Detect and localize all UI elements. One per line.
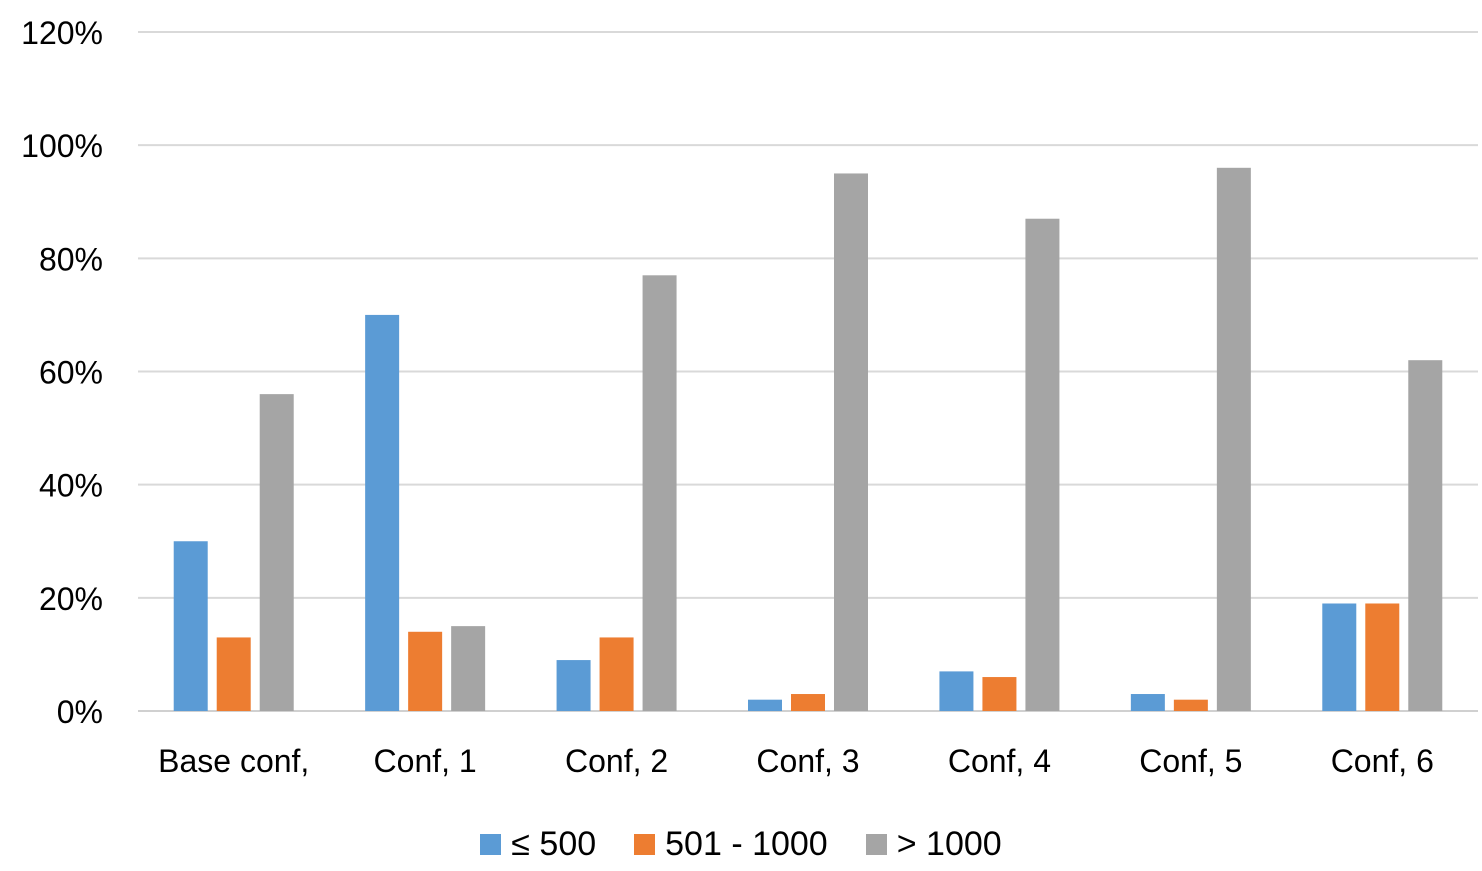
bar: [1130, 694, 1165, 711]
x-tick-label: Conf, 1: [374, 743, 477, 779]
bar: [259, 394, 294, 711]
legend-item-gt-1000: > 1000: [865, 824, 1002, 864]
bar: [642, 275, 677, 711]
bar: [173, 541, 208, 711]
legend: ≤ 500 501 - 1000 > 1000: [0, 822, 1482, 866]
chart-plot: 0% 20% 40% 60% 80% 100% 120% Base conf, Conf, 1 C…: [21, 15, 1478, 779]
y-tick-label: 20%: [39, 581, 103, 617]
y-tick-label: 80%: [39, 241, 103, 277]
x-tick-label: Conf, 5: [1139, 743, 1242, 779]
bar: [1025, 218, 1060, 711]
bar: [834, 173, 868, 712]
x-tick-label: Base conf,: [158, 743, 309, 779]
y-tick-label: 120%: [21, 15, 103, 51]
y-tick-label: 60%: [39, 355, 103, 391]
legend-swatch-le-500: [480, 833, 502, 855]
y-tick-label: 40%: [39, 468, 103, 504]
bar: [982, 677, 1017, 711]
bar: [748, 699, 782, 711]
x-tick-label: Conf, 4: [948, 743, 1051, 779]
x-tick-label: Conf, 3: [756, 743, 859, 779]
legend-swatch-501-1000: [634, 833, 656, 855]
y-tick-label: 0%: [57, 694, 103, 730]
bar: [1173, 699, 1208, 711]
bar: [408, 631, 443, 711]
legend-item-501-1000: 501 - 1000: [634, 825, 828, 864]
bar: [451, 626, 486, 711]
legend-swatch-gt-1000: [865, 833, 887, 855]
legend-label-le-500: ≤ 500: [511, 824, 597, 863]
legend-label-gt-1000: > 1000: [896, 824, 1002, 863]
legend-label-501-1000: 501 - 1000: [665, 824, 828, 863]
bar: [216, 637, 251, 711]
bar: [556, 660, 591, 711]
bar: [1408, 360, 1443, 711]
bar: [791, 694, 825, 711]
y-tick-label: 100%: [21, 128, 103, 164]
bar: [1322, 603, 1357, 711]
bar: [1365, 603, 1400, 711]
bar: [599, 637, 634, 711]
legend-item-le-500: ≤ 500: [480, 825, 596, 864]
x-tick-label: Conf, 2: [565, 743, 668, 779]
bar: [1216, 167, 1251, 712]
bar: [939, 671, 974, 711]
bar: [365, 314, 400, 711]
x-tick-label: Conf, 6: [1331, 743, 1434, 779]
